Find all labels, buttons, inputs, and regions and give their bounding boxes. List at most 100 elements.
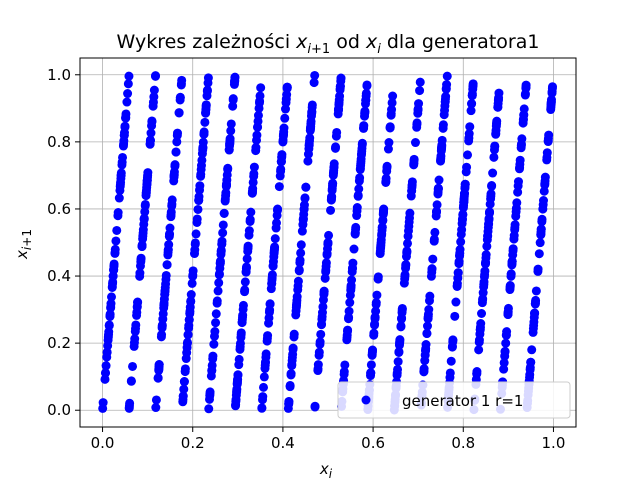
data-point	[465, 122, 475, 132]
data-point	[142, 175, 152, 185]
data-point	[415, 77, 425, 87]
data-point	[255, 96, 265, 106]
data-point	[276, 157, 286, 167]
data-point	[124, 403, 134, 413]
data-point	[123, 79, 133, 89]
data-point	[194, 192, 204, 202]
data-point	[511, 203, 521, 213]
data-point	[482, 235, 492, 245]
data-point	[186, 290, 196, 300]
data-point	[404, 217, 414, 227]
data-point	[455, 248, 465, 258]
data-point	[262, 336, 272, 346]
data-point	[543, 137, 553, 147]
data-point	[316, 320, 326, 330]
data-point	[131, 320, 141, 330]
data-point	[542, 152, 552, 162]
data-point	[135, 268, 145, 278]
data-point	[460, 182, 470, 192]
data-point	[334, 98, 344, 108]
data-point	[299, 200, 309, 210]
data-point	[378, 215, 388, 225]
data-point	[356, 150, 366, 160]
data-point	[276, 164, 286, 174]
data-point	[474, 337, 484, 347]
data-point	[237, 315, 247, 325]
data-point	[525, 370, 535, 380]
data-point	[175, 93, 185, 103]
data-point	[392, 368, 402, 378]
data-point	[353, 191, 363, 201]
data-point	[259, 372, 269, 382]
data-point	[281, 104, 291, 114]
data-point	[287, 352, 297, 362]
chart-title: Wykres zależności xi+1 od xi dla generat…	[117, 31, 540, 57]
data-point	[230, 76, 240, 86]
data-point	[157, 330, 167, 340]
data-point	[489, 145, 499, 155]
data-point	[191, 229, 201, 239]
data-point	[232, 384, 242, 394]
data-point	[211, 318, 221, 328]
data-point	[322, 250, 332, 260]
data-point	[456, 237, 466, 247]
data-point	[489, 152, 499, 162]
data-point	[484, 208, 494, 218]
data-point	[357, 138, 367, 148]
data-point	[167, 199, 177, 209]
y-tick-label: 0.4	[47, 267, 71, 285]
title-var-x: x	[295, 31, 308, 53]
data-point	[309, 78, 319, 88]
data-point	[176, 78, 186, 88]
data-point	[342, 330, 352, 340]
data-point	[360, 106, 370, 116]
data-point	[184, 321, 194, 331]
data-point	[511, 211, 521, 221]
data-point	[257, 403, 267, 413]
data-point	[235, 342, 245, 352]
data-point	[241, 262, 251, 272]
data-point	[344, 312, 354, 322]
data-point	[428, 254, 438, 264]
title-sub-3: i	[377, 42, 381, 57]
data-point	[329, 159, 339, 169]
data-point	[424, 305, 434, 315]
data-point	[186, 296, 196, 306]
data-point	[147, 117, 157, 127]
data-point	[265, 299, 275, 309]
data-point	[158, 314, 168, 324]
data-point	[304, 140, 314, 150]
data-point	[533, 266, 543, 276]
data-point	[286, 370, 296, 380]
x-tick-label: 0.6	[361, 434, 385, 452]
data-point	[441, 83, 451, 93]
y-tick-label: 0.0	[47, 401, 71, 419]
data-point	[516, 139, 526, 149]
data-point	[438, 120, 448, 130]
data-point	[313, 360, 323, 370]
data-point	[111, 236, 121, 246]
data-point	[129, 341, 139, 351]
data-point	[474, 345, 484, 355]
data-point	[102, 352, 112, 362]
data-point	[277, 150, 287, 160]
data-point	[132, 310, 142, 320]
data-point	[240, 285, 250, 295]
data-point	[139, 214, 149, 224]
data-point	[162, 260, 172, 270]
data-point	[356, 161, 366, 171]
data-point	[296, 240, 306, 250]
data-point	[214, 270, 224, 280]
data-point	[547, 88, 557, 98]
data-point	[540, 176, 550, 186]
data-point	[163, 250, 173, 260]
data-point	[291, 306, 301, 316]
data-point	[373, 272, 383, 282]
data-point	[372, 290, 382, 300]
x-tick-label: 0.4	[271, 434, 295, 452]
data-point	[405, 208, 415, 218]
data-point	[166, 207, 176, 217]
data-point	[208, 354, 218, 364]
legend-label: generator 1 r=1	[402, 392, 523, 410]
